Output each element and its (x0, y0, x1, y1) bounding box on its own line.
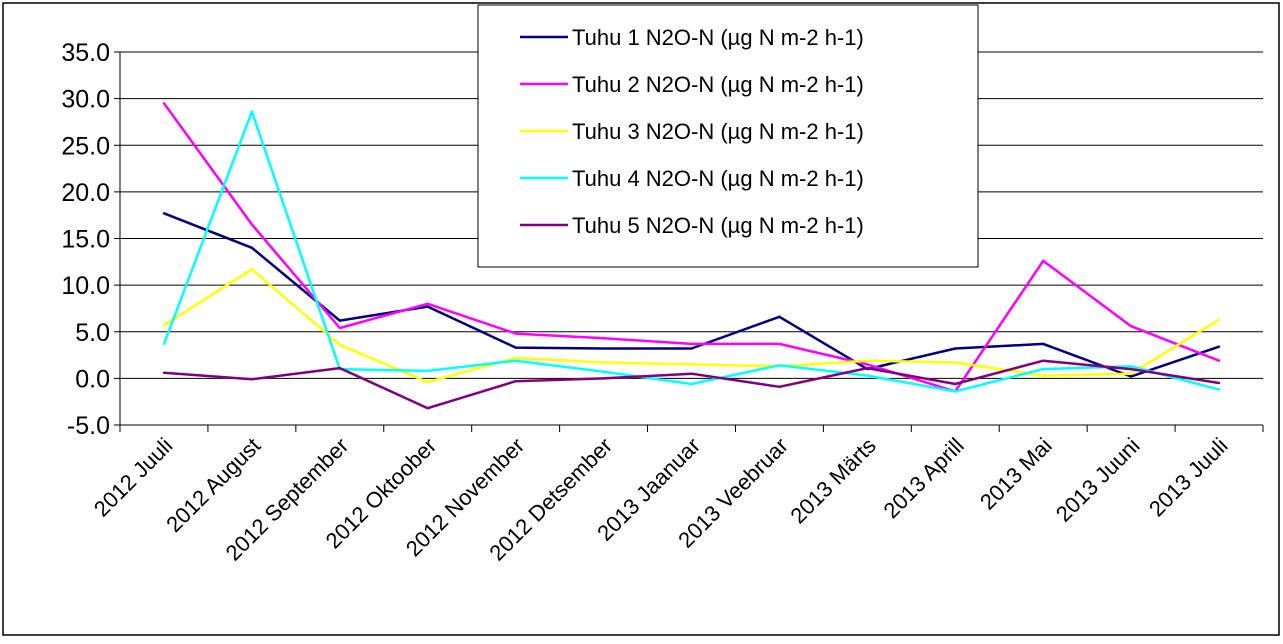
y-tick-label: 15.0 (61, 226, 110, 254)
data-point (866, 363, 869, 366)
y-tick-label: -5.0 (67, 412, 110, 440)
data-point (778, 342, 781, 346)
data-point (514, 332, 517, 335)
data-point (338, 319, 342, 322)
data-point (602, 377, 605, 380)
data-point (1041, 259, 1045, 263)
data-point (866, 359, 869, 362)
data-point (778, 385, 781, 388)
data-point (778, 315, 781, 319)
data-point (602, 337, 605, 340)
data-point (426, 369, 429, 373)
data-point (514, 346, 517, 349)
legend-label: Tuhu 2 N2O-N (µg N m-2 h-1) (572, 72, 864, 97)
data-point (426, 407, 429, 410)
data-point (1041, 374, 1045, 377)
data-point (426, 305, 429, 308)
legend-label: Tuhu 4 N2O-N (µg N m-2 h-1) (572, 166, 864, 191)
data-point (426, 380, 429, 384)
data-point (602, 361, 605, 364)
data-point (690, 347, 693, 350)
y-tick-label: 25.0 (61, 132, 110, 160)
data-point (250, 110, 254, 113)
data-point (602, 370, 605, 374)
data-point (338, 366, 342, 370)
data-point (250, 378, 254, 381)
data-point (162, 212, 166, 215)
data-point (514, 359, 517, 362)
series-lines (162, 102, 1221, 410)
legend-label: Tuhu 5 N2O-N (µg N m-2 h-1) (572, 213, 864, 238)
legend-label: Tuhu 3 N2O-N (µg N m-2 h-1) (572, 119, 864, 144)
data-point (338, 343, 342, 347)
data-point (954, 382, 957, 386)
y-tick-label: 20.0 (61, 179, 110, 207)
data-point (1217, 359, 1221, 362)
legend-box (477, 4, 979, 268)
data-point (602, 347, 605, 350)
data-point (690, 363, 693, 366)
data-point (1217, 318, 1221, 321)
data-point (1217, 388, 1221, 391)
data-point (338, 326, 342, 330)
y-tick-label: 5.0 (75, 319, 110, 347)
data-point (954, 361, 957, 364)
data-point (1217, 345, 1221, 348)
data-point (1129, 375, 1133, 378)
data-point (514, 379, 517, 383)
y-tick-label: 10.0 (61, 272, 110, 300)
data-point (954, 390, 957, 393)
data-point (1041, 342, 1045, 346)
data-point (250, 268, 254, 271)
data-point (690, 382, 693, 386)
y-tick-label: 35.0 (61, 39, 110, 67)
data-point (954, 347, 957, 350)
data-point (866, 366, 869, 370)
data-point (690, 372, 693, 375)
data-point (1217, 381, 1221, 385)
data-point (1041, 359, 1045, 362)
data-point (866, 374, 869, 377)
data-point (1129, 372, 1133, 375)
legend-label: Tuhu 1 N2O-N (µg N m-2 h-1) (572, 25, 864, 50)
data-point (1129, 324, 1133, 328)
data-point (250, 246, 254, 250)
data-point (426, 302, 429, 305)
data-point (162, 342, 166, 346)
data-point (778, 364, 781, 367)
data-point (162, 371, 166, 374)
data-point (1129, 365, 1133, 368)
data-point (690, 342, 693, 346)
data-point (1129, 367, 1133, 371)
legend: Tuhu 1 N2O-N (µg N m-2 h-1) Tuhu 2 N2O-N … (477, 4, 979, 268)
data-point (162, 102, 166, 105)
data-point (1041, 367, 1045, 371)
data-point (250, 223, 254, 226)
y-tick-label: 30.0 (61, 86, 110, 114)
data-point (514, 356, 517, 360)
y-tick-label: 0.0 (75, 365, 110, 393)
data-point (162, 324, 166, 327)
